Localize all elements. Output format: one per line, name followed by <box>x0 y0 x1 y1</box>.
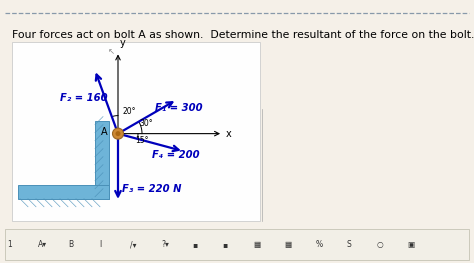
Text: ▦: ▦ <box>254 240 261 249</box>
Text: 15°: 15° <box>135 136 148 145</box>
Text: B: B <box>69 240 74 249</box>
Text: F₄ = 200: F₄ = 200 <box>152 150 200 160</box>
Bar <box>18 185 109 199</box>
Text: 1: 1 <box>7 240 12 249</box>
Text: A▾: A▾ <box>38 240 47 249</box>
Text: F₃ = 220 N: F₃ = 220 N <box>122 185 182 195</box>
FancyBboxPatch shape <box>12 42 260 221</box>
Text: A: A <box>101 127 108 136</box>
Text: %: % <box>315 240 322 249</box>
Circle shape <box>112 128 124 139</box>
Text: F₂ = 160: F₂ = 160 <box>60 93 108 103</box>
Text: I: I <box>100 240 102 249</box>
Text: 20°: 20° <box>123 107 137 116</box>
Text: ?▾: ?▾ <box>161 240 169 249</box>
Text: ○: ○ <box>377 240 383 249</box>
Text: /▾: /▾ <box>130 240 137 249</box>
Text: ▣: ▣ <box>408 240 415 249</box>
Circle shape <box>116 131 120 136</box>
Text: x: x <box>226 129 232 139</box>
Text: Four forces act on bolt A as shown.  Determine the resultant of the force on the: Four forces act on bolt A as shown. Dete… <box>12 31 474 41</box>
FancyBboxPatch shape <box>5 229 469 260</box>
Bar <box>95 121 109 199</box>
Text: F₁ = 300: F₁ = 300 <box>155 103 203 113</box>
Text: y: y <box>120 38 126 48</box>
Text: ▪: ▪ <box>223 240 228 249</box>
Text: ↖: ↖ <box>108 47 115 56</box>
Text: S: S <box>346 240 351 249</box>
Text: ▦: ▦ <box>284 240 292 249</box>
Text: 30°: 30° <box>139 119 153 128</box>
Text: ▪: ▪ <box>192 240 197 249</box>
